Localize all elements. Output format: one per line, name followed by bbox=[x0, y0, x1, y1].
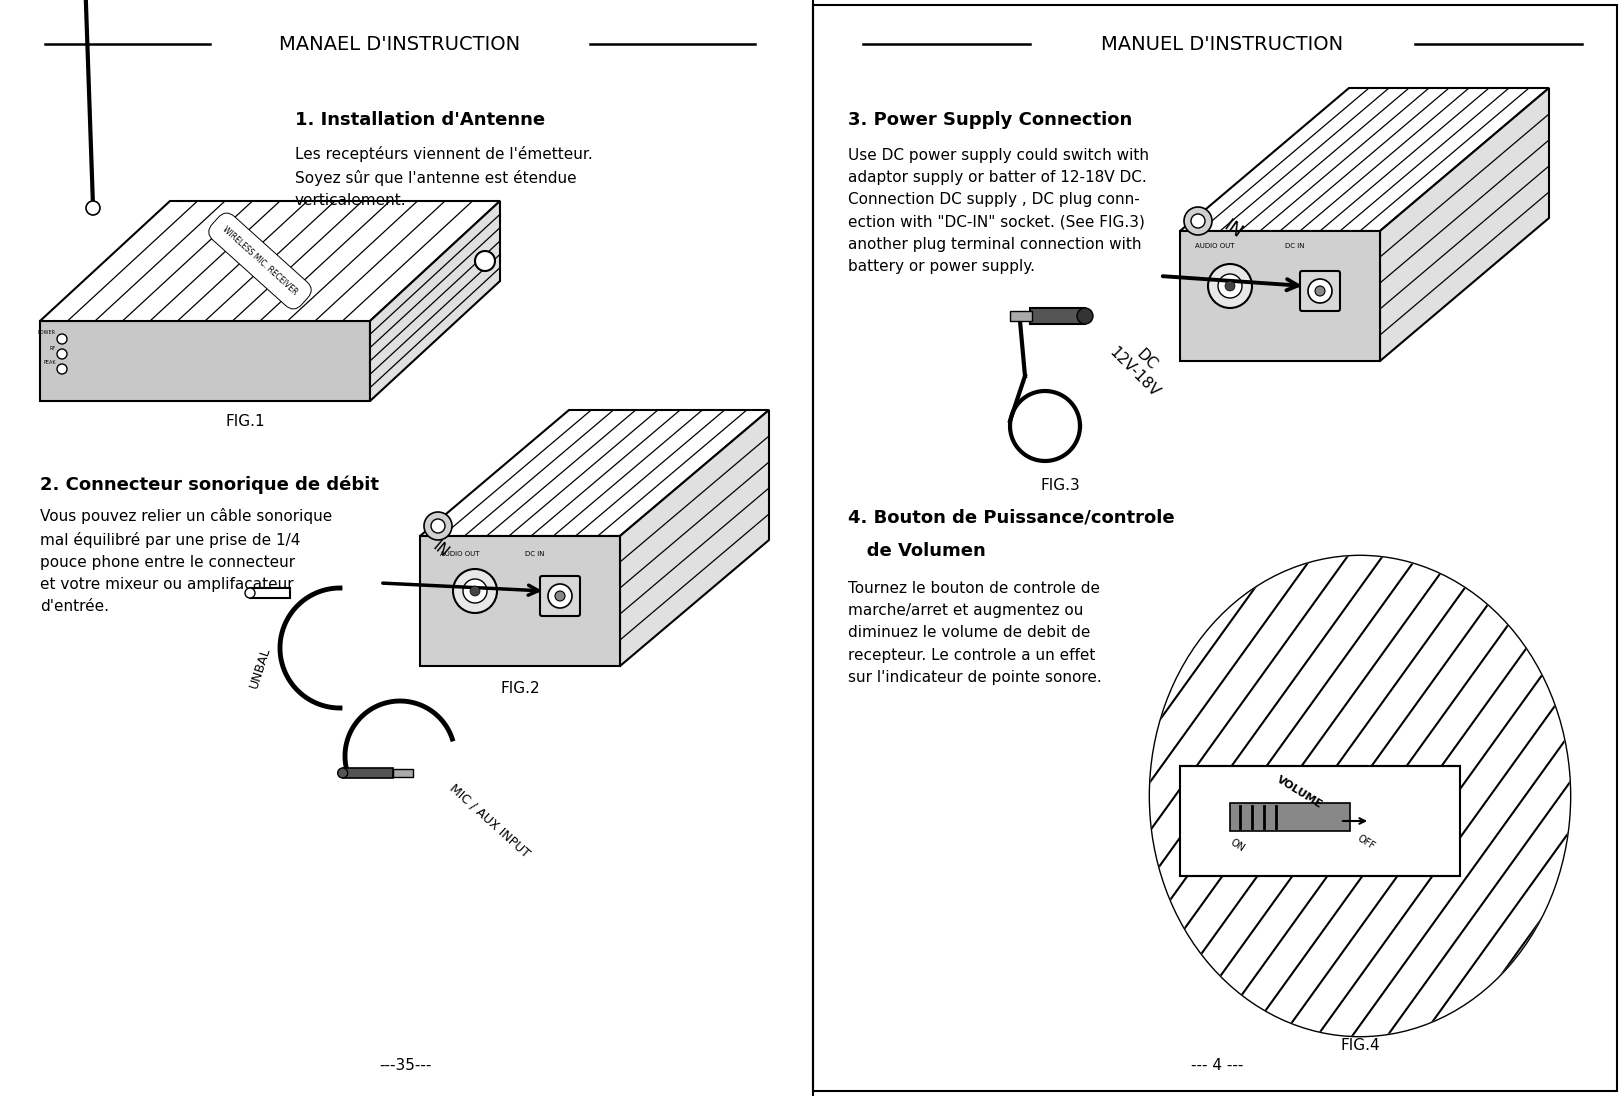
Circle shape bbox=[57, 349, 67, 359]
Text: VOLUME: VOLUME bbox=[1275, 774, 1325, 810]
Bar bbox=[1030, 308, 1085, 324]
Circle shape bbox=[86, 201, 101, 215]
Text: MANAEL D'INSTRUCTION: MANAEL D'INSTRUCTION bbox=[279, 34, 521, 54]
Polygon shape bbox=[1380, 88, 1549, 361]
Text: AUDIO OUT: AUDIO OUT bbox=[440, 551, 480, 557]
FancyBboxPatch shape bbox=[1299, 271, 1340, 311]
Text: IN: IN bbox=[1220, 217, 1246, 242]
Text: Use DC power supply could switch with
adaptor supply or batter of 12-18V DC.
Con: Use DC power supply could switch with ad… bbox=[848, 148, 1148, 274]
Circle shape bbox=[453, 569, 496, 613]
Bar bbox=[1179, 766, 1460, 876]
Text: FIG.4: FIG.4 bbox=[1340, 1038, 1380, 1053]
Circle shape bbox=[423, 512, 453, 540]
FancyBboxPatch shape bbox=[540, 576, 581, 616]
Bar bbox=[393, 769, 412, 777]
Text: Tournez le bouton de controle de
marche/arret et augmentez ou
diminuez le volume: Tournez le bouton de controle de marche/… bbox=[848, 581, 1101, 685]
Text: OFF: OFF bbox=[1354, 833, 1377, 852]
Circle shape bbox=[57, 334, 67, 344]
Circle shape bbox=[245, 587, 255, 598]
Text: FIG.2: FIG.2 bbox=[500, 681, 540, 696]
Text: PEAK: PEAK bbox=[44, 361, 57, 365]
Text: DC IN: DC IN bbox=[1285, 243, 1304, 249]
Polygon shape bbox=[420, 410, 769, 536]
Circle shape bbox=[462, 579, 487, 603]
Polygon shape bbox=[1179, 88, 1549, 231]
Text: ON: ON bbox=[1228, 837, 1246, 854]
Bar bbox=[1011, 311, 1032, 321]
Text: --- 4 ---: --- 4 --- bbox=[1191, 1059, 1242, 1073]
Text: 4. Bouton de Puissance/controle: 4. Bouton de Puissance/controle bbox=[848, 509, 1174, 526]
Text: Les receptéurs viennent de l'émetteur.
Soyez sûr que l'antenne est étendue
verti: Les receptéurs viennent de l'émetteur. S… bbox=[295, 146, 592, 208]
Circle shape bbox=[1225, 281, 1234, 292]
Circle shape bbox=[1315, 286, 1325, 296]
Circle shape bbox=[1218, 274, 1242, 298]
Text: MIC / AUX INPUT: MIC / AUX INPUT bbox=[448, 781, 532, 860]
Text: Vous pouvez relier un câble sonorique
mal équilibré par une prise de 1/4
pouce p: Vous pouvez relier un câble sonorique ma… bbox=[41, 509, 333, 615]
Polygon shape bbox=[1179, 231, 1380, 361]
Circle shape bbox=[431, 520, 444, 533]
Circle shape bbox=[470, 586, 480, 596]
Text: 1. Installation d'Antenne: 1. Installation d'Antenne bbox=[295, 111, 545, 129]
Text: FIG.1: FIG.1 bbox=[225, 414, 264, 429]
Bar bbox=[813, 5, 1617, 1091]
Circle shape bbox=[475, 251, 495, 271]
Circle shape bbox=[1184, 207, 1212, 235]
Text: FIG.3: FIG.3 bbox=[1040, 478, 1080, 493]
Bar bbox=[342, 768, 393, 778]
Text: DC IN: DC IN bbox=[526, 551, 545, 557]
Text: DC
12V-18V: DC 12V-18V bbox=[1106, 332, 1174, 400]
Bar bbox=[1229, 803, 1350, 831]
Circle shape bbox=[1191, 214, 1205, 228]
Circle shape bbox=[1208, 264, 1252, 308]
Text: POWER: POWER bbox=[37, 331, 57, 335]
Circle shape bbox=[57, 364, 67, 374]
Text: 3. Power Supply Connection: 3. Power Supply Connection bbox=[848, 111, 1132, 129]
Polygon shape bbox=[41, 321, 370, 401]
Circle shape bbox=[548, 584, 573, 608]
Polygon shape bbox=[41, 201, 500, 321]
Text: ---35---: ---35--- bbox=[380, 1059, 431, 1073]
Text: UNBAL: UNBAL bbox=[247, 646, 272, 690]
Text: MANUEL D'INSTRUCTION: MANUEL D'INSTRUCTION bbox=[1101, 34, 1343, 54]
Ellipse shape bbox=[1150, 556, 1570, 1036]
Text: AUDIO OUT: AUDIO OUT bbox=[1195, 243, 1234, 249]
Text: IN: IN bbox=[430, 539, 453, 561]
Circle shape bbox=[1077, 308, 1093, 324]
Text: WIRELESS MIC. RECEIVER: WIRELESS MIC. RECEIVER bbox=[221, 225, 298, 297]
Circle shape bbox=[337, 768, 347, 778]
Circle shape bbox=[1307, 279, 1332, 302]
Text: de Volumen: de Volumen bbox=[848, 543, 986, 560]
Polygon shape bbox=[620, 410, 769, 666]
Polygon shape bbox=[370, 201, 500, 401]
Text: 2. Connecteur sonorique de débit: 2. Connecteur sonorique de débit bbox=[41, 476, 380, 494]
Polygon shape bbox=[420, 536, 620, 666]
Bar bbox=[250, 587, 290, 598]
Ellipse shape bbox=[1150, 556, 1570, 1036]
Circle shape bbox=[555, 591, 564, 601]
Text: RF: RF bbox=[50, 345, 57, 351]
